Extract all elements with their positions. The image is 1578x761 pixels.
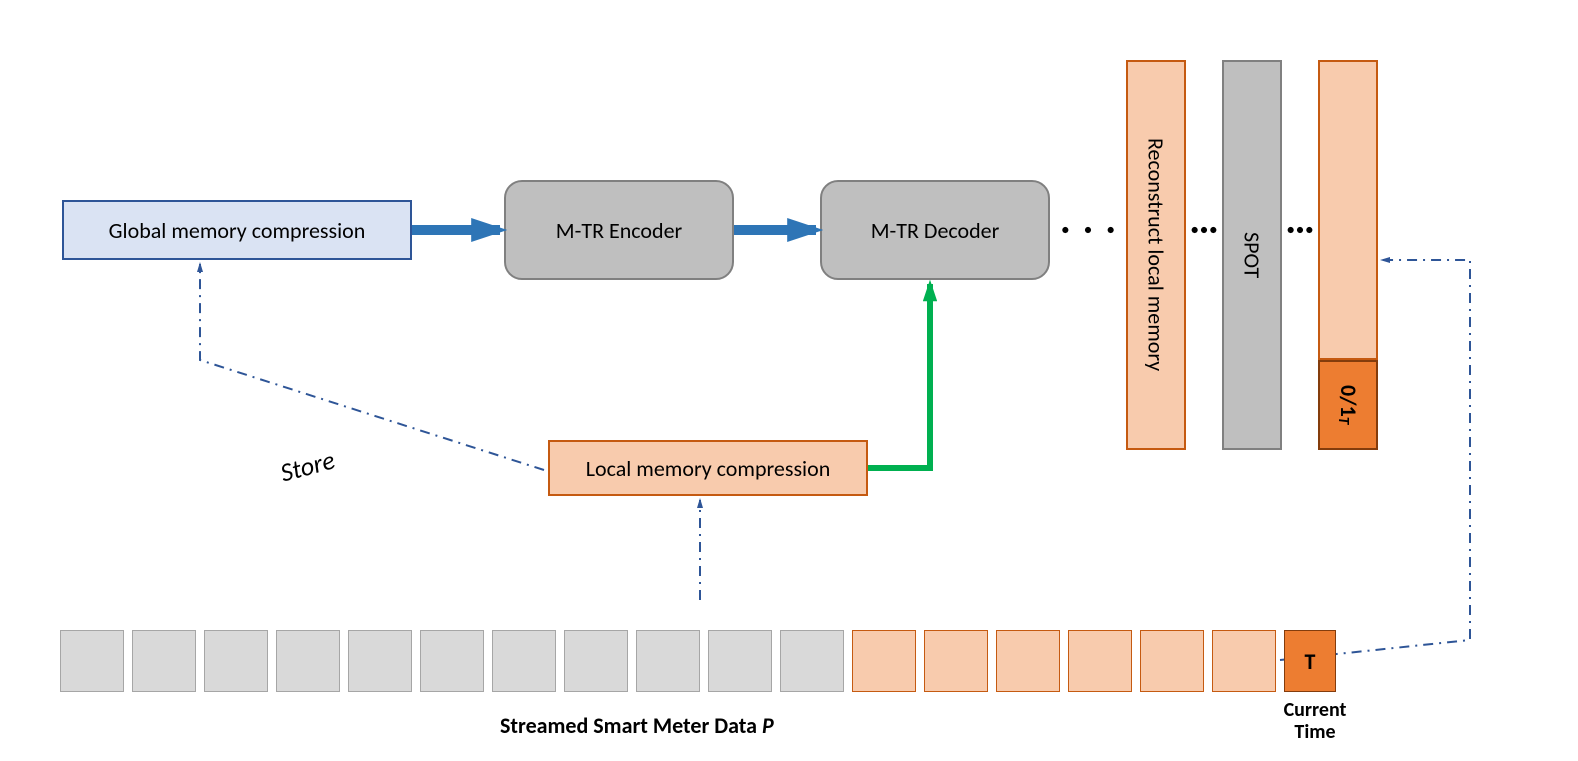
strip-cell [1068, 630, 1132, 692]
local-label: Local memory compression [586, 455, 831, 482]
current-time-label: Current Time [1270, 696, 1360, 746]
strip-cell [492, 630, 556, 692]
output-bottom-label: 0/1T [1334, 385, 1362, 424]
strip-cell [996, 630, 1060, 692]
local-memory-compression-box: Local memory compression [548, 440, 868, 496]
strip-cell [348, 630, 412, 692]
strip-cell [1140, 630, 1204, 692]
output-top-box [1318, 60, 1378, 360]
strip-cell [132, 630, 196, 692]
global-memory-compression-box: Global memory compression [62, 200, 412, 260]
strip-cell [1212, 630, 1276, 692]
spot-box: SPOT [1222, 60, 1282, 450]
strip-cell [780, 630, 844, 692]
strip-cell [924, 630, 988, 692]
output-bottom-box: 0/1T [1318, 360, 1378, 450]
strip-cell [204, 630, 268, 692]
strip-cell [420, 630, 484, 692]
strip-cell-T: T [1284, 630, 1336, 692]
strip-cell [708, 630, 772, 692]
strip-caption: Streamed Smart Meter Data P [500, 712, 774, 739]
strip-cell [60, 630, 124, 692]
global-label: Global memory compression [109, 217, 366, 244]
reconstruct-label: Reconstruct local memory [1143, 138, 1170, 371]
mtr-encoder-box: M-TR Encoder [504, 180, 734, 280]
strip-cell [852, 630, 916, 692]
reconstruct-local-memory-box: Reconstruct local memory [1126, 60, 1186, 450]
strip-cell [276, 630, 340, 692]
spot-label: SPOT [1239, 232, 1266, 278]
encoder-label: M-TR Encoder [556, 217, 682, 244]
strip-cell [636, 630, 700, 692]
strip-cell [564, 630, 628, 692]
mtr-decoder-box: M-TR Decoder [820, 180, 1050, 280]
decoder-label: M-TR Decoder [871, 217, 1000, 244]
store-label: Store [277, 443, 338, 488]
